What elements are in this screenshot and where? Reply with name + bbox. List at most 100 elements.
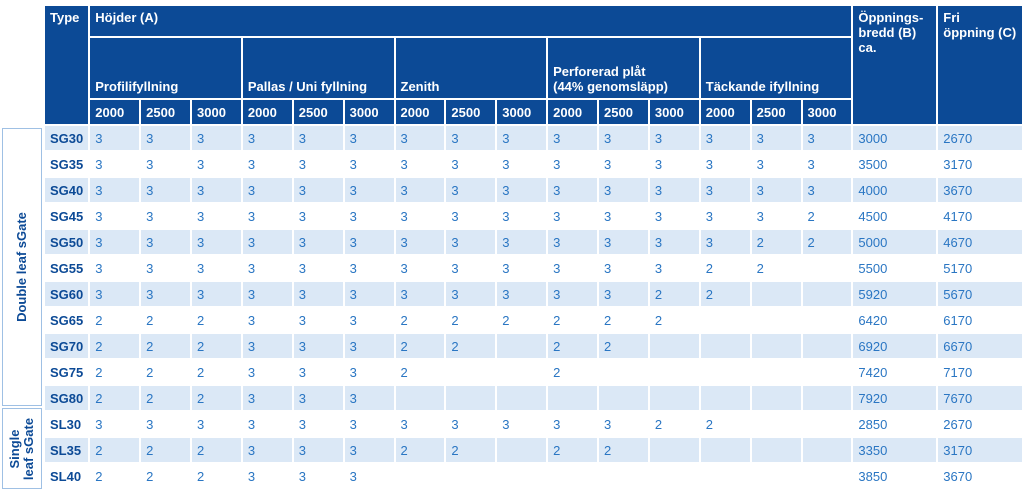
table-row: SL30 3 3 3 3 3 3 3 3 3 3 3 2 2 2850 2670 <box>45 412 1022 436</box>
opening-width-cell: 5000 <box>853 230 937 254</box>
height-column-header: 2000 <box>700 100 750 124</box>
table-cell: 3 <box>700 204 750 228</box>
height-column-header: 2000 <box>242 100 292 124</box>
table-cell <box>700 334 750 358</box>
table-cell: 3 <box>395 126 445 150</box>
table-cell: 2 <box>192 464 241 488</box>
table-cell: 3 <box>599 282 648 306</box>
table-row: SG55 3 3 3 3 3 3 3 3 3 3 3 3 2 2 5500 5170 <box>45 256 1022 280</box>
table-cell <box>446 464 496 488</box>
opening-width-cell: 3350 <box>853 438 937 462</box>
table-cell <box>751 386 801 410</box>
table-cell: 2 <box>395 334 445 358</box>
table-cell <box>751 412 801 436</box>
table-cell: 3 <box>90 230 140 254</box>
table-cell: 3 <box>548 152 597 176</box>
height-column-header: 2500 <box>293 100 343 124</box>
table-row: SG60 3 3 3 3 3 3 3 3 3 3 3 2 2 5920 5670 <box>45 282 1022 306</box>
table-cell: 3 <box>751 152 801 176</box>
table-cell <box>649 360 699 384</box>
table-cell: 3 <box>293 308 343 332</box>
table-cell: 3 <box>548 178 597 202</box>
table-cell: 3 <box>344 230 394 254</box>
table-cell <box>700 308 750 332</box>
table-cell <box>700 360 750 384</box>
table-cell: 2 <box>90 360 140 384</box>
table-cell: 3 <box>192 230 241 254</box>
table-cell: 3 <box>599 178 648 202</box>
height-column-header: 3000 <box>192 100 241 124</box>
table-cell: 3 <box>497 152 547 176</box>
group-header: Pallas / Uni fyllning <box>242 38 394 98</box>
table-cell: 3 <box>242 126 292 150</box>
table-cell <box>802 282 852 306</box>
table-cell: 3 <box>293 178 343 202</box>
table-cell: 3 <box>700 152 750 176</box>
table-cell: 2 <box>192 360 241 384</box>
table-cell: 3 <box>90 256 140 280</box>
table-cell: 3 <box>242 360 292 384</box>
table-cell: 3 <box>497 126 547 150</box>
table-cell: 3 <box>242 438 292 462</box>
opening-width-cell: 3850 <box>853 464 937 488</box>
table-row: SL40 2 2 2 3 3 3 3850 3670 <box>45 464 1022 488</box>
opening-width-cell: 5500 <box>853 256 937 280</box>
table-cell: 3 <box>497 256 547 280</box>
table-cell: 3 <box>141 282 190 306</box>
dimensions-table: Type Höjder (A) Öppnings- bredd (B) ca. … <box>43 4 1024 490</box>
table-cell: 3 <box>344 386 394 410</box>
table-cell: 3 <box>548 256 597 280</box>
table-cell <box>649 386 699 410</box>
table-cell: 3 <box>90 204 140 228</box>
opening-width-cell: 3000 <box>853 126 937 150</box>
table-cell: 2 <box>192 334 241 358</box>
table-cell: 3 <box>141 126 190 150</box>
table-cell: 3 <box>548 412 597 436</box>
table-row: SG40 3 3 3 3 3 3 3 3 3 3 3 3 3 3 3 4000 3670 <box>45 178 1022 202</box>
type-cell: SG35 <box>45 152 89 176</box>
table-cell: 2 <box>599 308 648 332</box>
height-column-header: 3000 <box>497 100 547 124</box>
opening-width-cell: 6920 <box>853 334 937 358</box>
table-cell: 3 <box>344 256 394 280</box>
table-cell: 2 <box>141 308 190 332</box>
table-cell <box>497 334 547 358</box>
type-cell: SG45 <box>45 204 89 228</box>
table-cell <box>446 386 496 410</box>
table-cell: 2 <box>802 230 852 254</box>
free-opening-cell: 5670 <box>938 282 1022 306</box>
table-cell: 3 <box>446 178 496 202</box>
group-header-row: Profilifyllning Pallas / Uni fyllning Zeni… <box>45 38 1022 98</box>
free-opening-cell: 6670 <box>938 334 1022 358</box>
table-cell: 3 <box>344 360 394 384</box>
table-cell <box>802 334 852 358</box>
table-cell: 3 <box>344 152 394 176</box>
side-label-double-text: Double leaf sGate <box>14 212 29 322</box>
table-row: SG80 2 2 2 3 3 3 7920 7670 <box>45 386 1022 410</box>
table-cell: 3 <box>497 204 547 228</box>
table-cell: 2 <box>548 308 597 332</box>
table-cell: 3 <box>293 360 343 384</box>
table-cell: 3 <box>141 230 190 254</box>
table-cell: 3 <box>242 204 292 228</box>
free-opening-cell: 3670 <box>938 464 1022 488</box>
table-cell: 2 <box>649 282 699 306</box>
group-header: Zenith <box>395 38 547 98</box>
table-cell: 3 <box>395 230 445 254</box>
table-cell: 3 <box>395 412 445 436</box>
table-cell: 3 <box>446 204 496 228</box>
table-cell: 2 <box>548 438 597 462</box>
table-cell <box>751 282 801 306</box>
table-cell <box>599 464 648 488</box>
type-cell: SL30 <box>45 412 89 436</box>
table-cell: 3 <box>599 230 648 254</box>
table-cell: 3 <box>751 178 801 202</box>
table-cell: 3 <box>599 152 648 176</box>
free-opening-cell: 7670 <box>938 386 1022 410</box>
table-row: SL35 2 2 2 3 3 3 2 2 2 2 3350 3170 <box>45 438 1022 462</box>
free-opening-cell: 3670 <box>938 178 1022 202</box>
table-cell <box>751 334 801 358</box>
table-cell: 3 <box>446 230 496 254</box>
table-cell: 3 <box>293 438 343 462</box>
